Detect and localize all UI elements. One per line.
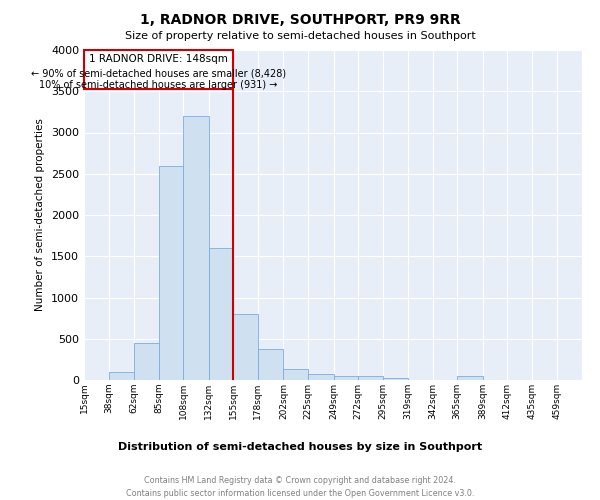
Bar	[84, 50, 233, 89]
Text: 10% of semi-detached houses are larger (931) →: 10% of semi-detached houses are larger (…	[40, 80, 278, 90]
Bar	[158, 166, 183, 380]
Bar	[308, 374, 334, 380]
Bar	[383, 378, 408, 380]
Text: 1, RADNOR DRIVE, SOUTHPORT, PR9 9RR: 1, RADNOR DRIVE, SOUTHPORT, PR9 9RR	[140, 12, 460, 26]
Bar	[183, 116, 209, 380]
Bar	[109, 372, 134, 380]
Bar	[258, 348, 283, 380]
Bar	[457, 376, 483, 380]
Text: 1 RADNOR DRIVE: 148sqm: 1 RADNOR DRIVE: 148sqm	[89, 54, 228, 64]
Bar	[134, 343, 158, 380]
Bar	[209, 248, 233, 380]
Text: Distribution of semi-detached houses by size in Southport: Distribution of semi-detached houses by …	[118, 442, 482, 452]
Text: Contains public sector information licensed under the Open Government Licence v3: Contains public sector information licen…	[126, 489, 474, 498]
Bar	[233, 314, 258, 380]
Text: Size of property relative to semi-detached houses in Southport: Size of property relative to semi-detach…	[125, 31, 475, 41]
Bar	[283, 370, 308, 380]
Bar	[358, 376, 383, 380]
Y-axis label: Number of semi-detached properties: Number of semi-detached properties	[35, 118, 46, 312]
Bar	[334, 376, 358, 380]
Text: Contains HM Land Registry data © Crown copyright and database right 2024.: Contains HM Land Registry data © Crown c…	[144, 476, 456, 485]
Text: ← 90% of semi-detached houses are smaller (8,428): ← 90% of semi-detached houses are smalle…	[31, 68, 286, 78]
